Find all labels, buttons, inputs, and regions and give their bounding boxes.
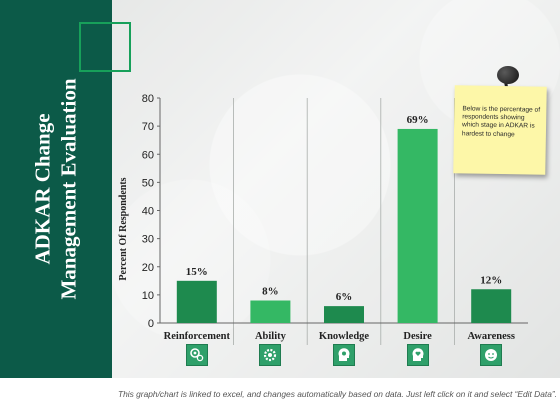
y-tick-label: 60: [142, 149, 154, 161]
gears-icon: [185, 344, 208, 366]
bar: [176, 280, 217, 323]
bar: [324, 306, 364, 323]
y-tick-label: 30: [142, 234, 154, 246]
data-label: 8%: [262, 286, 279, 298]
gear-icon: [259, 344, 282, 366]
pushpin-icon: [497, 66, 519, 84]
bar: [250, 300, 291, 323]
x-tick-label: Reinforcement: [164, 331, 231, 342]
y-tick-label: 50: [142, 177, 154, 189]
bar: [471, 289, 512, 323]
y-tick-label: 10: [142, 290, 154, 302]
bar: [397, 128, 438, 323]
sticky-note-text: Below is the percentage of respondents s…: [461, 105, 541, 138]
sticky-note: Below is the percentage of respondents s…: [453, 85, 547, 175]
title-sidebar: [0, 0, 112, 378]
y-tick-label: 40: [142, 206, 154, 218]
head-heart-icon: [406, 344, 429, 366]
decorative-frame: [79, 22, 131, 72]
x-tick-label: Desire: [403, 331, 432, 342]
footer-note: This graph/chart is linked to excel, and…: [118, 389, 557, 399]
y-tick-label: 0: [148, 318, 154, 330]
data-label: 69%: [407, 114, 429, 126]
x-tick-label: Knowledge: [319, 331, 370, 342]
head-gear-icon: [333, 344, 355, 366]
x-tick-label: Awareness: [467, 331, 514, 342]
data-label: 15%: [186, 266, 208, 278]
face-icon: [480, 344, 503, 366]
footer-bar: [0, 378, 560, 420]
y-tick-label: 20: [142, 262, 154, 274]
data-label: 6%: [336, 291, 353, 303]
x-tick-label: Ability: [255, 331, 287, 342]
y-axis-label: Percent Of Respondents: [118, 177, 129, 280]
data-label: 12%: [480, 274, 502, 286]
y-tick-label: 80: [142, 93, 154, 105]
y-tick-label: 70: [142, 121, 154, 133]
bar-chart[interactable]: 0 10 20 30 40 50 60 70 80 15% Reinforcement 8% Abili…: [0, 0, 560, 378]
